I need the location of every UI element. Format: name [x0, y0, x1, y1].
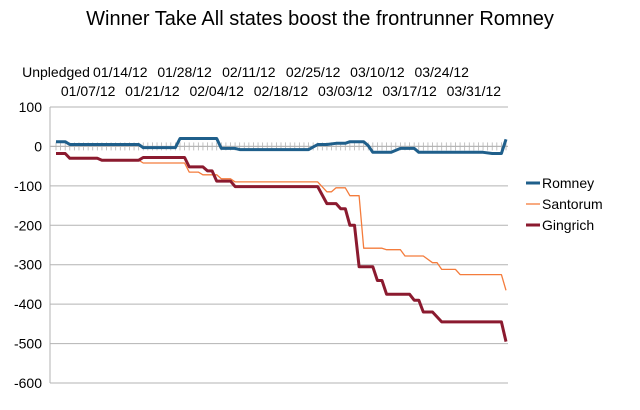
x-tick-label: 01/21/12	[125, 83, 180, 99]
legend-label-romney: Romney	[542, 175, 594, 191]
y-tick-label: -300	[14, 257, 42, 273]
y-tick-label: -100	[14, 178, 42, 194]
x-tick-label: 03/17/12	[382, 83, 437, 99]
y-tick-label: -200	[14, 217, 42, 233]
x-tick-label: 01/07/12	[61, 83, 116, 99]
x-tick-labels: Unpledged 01/14/12 01/28/12 02/11/12 02/25/1…	[22, 64, 501, 99]
x-tick-label: 02/25/12	[286, 64, 341, 80]
x-tick-label: 03/24/12	[414, 64, 469, 80]
x-tick-label: 02/04/12	[189, 83, 244, 99]
x-tick-label: 01/28/12	[157, 64, 212, 80]
x-tick-label: 02/11/12	[222, 64, 276, 80]
y-tick-label: 0	[34, 138, 42, 154]
y-tick-label: -600	[14, 375, 42, 391]
x-tick-label: 01/14/12	[93, 64, 148, 80]
y-tick-label: 100	[19, 99, 43, 115]
legend-label-santorum: Santorum	[542, 196, 603, 212]
x-tick-label: 03/10/12	[350, 64, 405, 80]
y-tick-label: -400	[14, 296, 42, 312]
legend: Romney Santorum Gingrich	[526, 175, 603, 233]
x-tick-label: 02/18/12	[254, 83, 309, 99]
chart-title: Winner Take All states boost the frontru…	[86, 8, 554, 30]
series-line-santorum	[56, 152, 507, 291]
series-line-romney	[56, 137, 508, 155]
legend-label-gingrich: Gingrich	[542, 217, 594, 233]
y-tick-labels: 100 0 -100 -200 -300 -400 -500 -600	[14, 99, 42, 391]
x-tick-label: 03/03/12	[318, 83, 373, 99]
x-tick-label: 03/31/12	[447, 83, 502, 99]
x-tick-label: Unpledged	[22, 64, 90, 80]
y-tick-label: -500	[14, 336, 42, 352]
series-line-gingrich	[56, 152, 508, 342]
series-lines	[56, 137, 508, 342]
